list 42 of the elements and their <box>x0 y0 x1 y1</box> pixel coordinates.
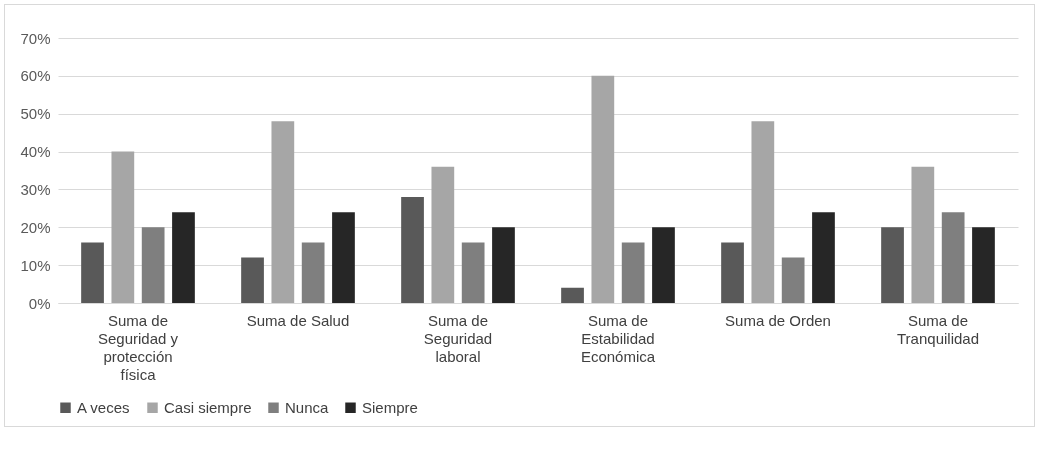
bar <box>652 227 675 303</box>
bar <box>911 166 935 303</box>
y-tick-label: 50% <box>20 105 51 123</box>
y-tick-label: 30% <box>20 180 51 198</box>
bar <box>751 121 775 303</box>
bar <box>492 227 515 303</box>
bar <box>241 257 264 303</box>
y-tick-label: 0% <box>28 294 51 312</box>
bar <box>81 242 104 303</box>
bar <box>941 212 965 303</box>
legend-label: Nunca <box>285 398 330 416</box>
bar <box>781 257 805 303</box>
bar <box>332 212 355 303</box>
x-tick-label: Suma de Tranquilidad <box>897 311 979 347</box>
legend-label: A veces <box>77 398 130 416</box>
bar <box>401 197 424 303</box>
bar <box>591 75 615 303</box>
bar <box>812 212 835 303</box>
y-tick-label: 10% <box>20 256 51 274</box>
bar <box>621 242 645 303</box>
bar <box>881 227 904 303</box>
bar <box>461 242 485 303</box>
x-tick-label: Suma de Seguridad y protección física <box>97 311 179 383</box>
x-tick-label: Suma de Seguridad laboral <box>423 311 493 365</box>
y-tick-label: 60% <box>20 67 51 85</box>
bar <box>972 227 995 303</box>
bar <box>721 242 744 303</box>
bar <box>111 151 135 303</box>
x-tick-label: Suma de Orden <box>725 311 831 329</box>
x-tick-label: Suma de Salud <box>246 311 350 329</box>
y-tick-label: 70% <box>20 29 51 47</box>
x-tick-label: Suma de Estabilidad Económica <box>580 311 656 365</box>
bar <box>561 287 584 303</box>
bar <box>141 227 165 303</box>
legend-label: Siempre <box>362 398 418 416</box>
y-tick-label: 40% <box>20 143 51 161</box>
legend-label: Casi siempre <box>164 398 252 416</box>
bar <box>271 121 295 303</box>
bar <box>301 242 325 303</box>
bar <box>172 212 195 303</box>
y-tick-label: 20% <box>20 218 51 236</box>
bar <box>431 166 455 303</box>
